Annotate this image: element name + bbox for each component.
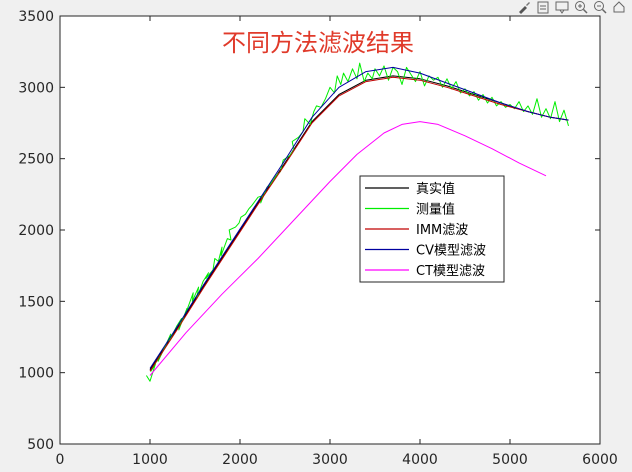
y-tick-label: 500 [27, 437, 54, 453]
zoom-in-icon[interactable] [574, 0, 588, 14]
y-tick-label: 1500 [18, 294, 54, 310]
series-line-4 [149, 121, 547, 376]
series-line-3 [149, 66, 569, 369]
x-tick-label: 1000 [132, 452, 168, 468]
datatip-icon[interactable] [555, 0, 569, 14]
x-tick-label: 3000 [312, 452, 348, 468]
zoom-out-icon[interactable] [593, 0, 607, 14]
legend-label: CT模型滤波 [416, 264, 485, 279]
home-icon[interactable] [612, 0, 626, 14]
x-tick-label: 5000 [492, 452, 528, 468]
chart-title: 不同方法滤波结果 [222, 29, 414, 57]
series-layer [145, 62, 569, 382]
legend-label: 测量值 [416, 202, 455, 218]
tick-layer: 0 1000 2000 3000 4000 5000 6000 500 1000 1500 2000… [18, 9, 617, 468]
export-icon[interactable] [536, 0, 550, 14]
y-tick-label: 2000 [18, 223, 54, 239]
legend-label: IMM滤波 [416, 223, 468, 238]
x-tick-label: 0 [56, 452, 65, 468]
y-tick-label: 3500 [18, 9, 54, 25]
legend-label: 真实值 [416, 181, 455, 197]
series-line-2 [149, 76, 569, 372]
y-tick-label: 1000 [18, 366, 54, 382]
legend-label: CV模型滤波 [416, 244, 486, 259]
y-tick-label: 3000 [18, 80, 54, 96]
axes-background [60, 16, 600, 444]
y-tick-label: 2500 [18, 152, 54, 168]
x-tick-label: 6000 [582, 452, 618, 468]
x-tick-label: 4000 [402, 452, 438, 468]
x-tick-label: 2000 [222, 452, 258, 468]
figure-toolbar [517, 0, 632, 14]
brush-icon[interactable] [517, 0, 531, 14]
